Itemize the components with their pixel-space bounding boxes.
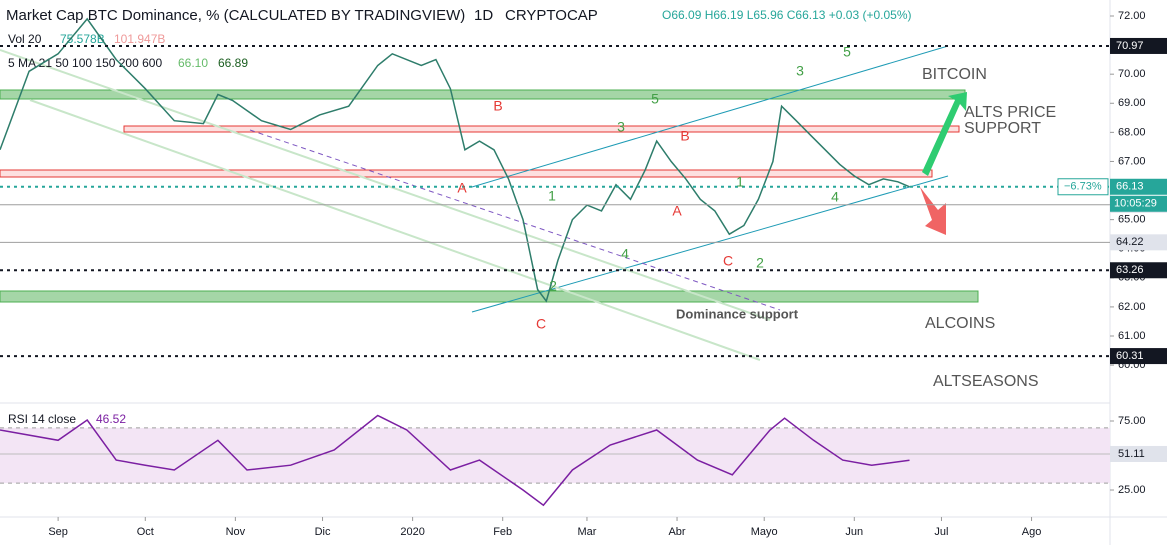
annotation: ALCOINS [925, 315, 995, 332]
wave-label: 4 [621, 246, 629, 262]
wave-label: 5 [843, 44, 851, 60]
price-box [1110, 37, 1167, 54]
vol-value: 101.947B [114, 32, 165, 46]
price-label: 66.13 [1116, 181, 1144, 193]
countdown: 10:05:29 [1114, 198, 1157, 210]
wave-label: B [493, 98, 502, 114]
change-label: −6.73% [1064, 181, 1102, 193]
rsi-title: RSI 14 close [8, 412, 76, 426]
rsi-band [0, 427, 1110, 484]
series-line [0, 414, 910, 507]
y-tick-label: 67.00 [1118, 155, 1146, 167]
countdown-box [1110, 195, 1167, 212]
wave-label: 3 [617, 119, 625, 135]
zone [0, 290, 979, 303]
trend [249, 129, 781, 311]
ma: 5 MA 21 50 100 150 200 600 [8, 56, 162, 70]
x-tick-label: Feb [493, 526, 512, 538]
x-tick-label: Dic [315, 526, 331, 538]
wave-label: A [672, 203, 682, 219]
level-box [1110, 445, 1167, 462]
x-tick-label: Sep [48, 526, 68, 538]
ma-value: 66.89 [218, 56, 248, 70]
wave-label: 2 [549, 278, 557, 294]
rsi-value: 46.52 [96, 412, 126, 426]
price-box [1110, 348, 1167, 365]
wave-label: 5 [651, 91, 659, 107]
ma-value: 66.10 [178, 56, 208, 70]
change-box [1057, 178, 1109, 196]
wave-label: C [536, 316, 546, 332]
channel [471, 175, 949, 313]
wave-label: 4 [831, 189, 839, 205]
vol: Vol 20 [8, 32, 42, 46]
y-tick-label: 70.00 [1118, 68, 1146, 80]
wave-label: 1 [548, 188, 556, 204]
x-tick-label: Ago [1022, 526, 1042, 538]
price-label: 70.97 [1116, 40, 1144, 52]
x-tick-label: Mar [577, 526, 596, 538]
trend [29, 99, 761, 361]
y-tick-label: 68.00 [1118, 126, 1146, 138]
wave-label: C [723, 253, 733, 269]
arrow-up [922, 92, 967, 176]
price-label: 64.22 [1116, 236, 1144, 248]
y-tick-label: 72.00 [1118, 10, 1146, 22]
trend [0, 49, 771, 321]
x-tick-label: Mayo [751, 526, 778, 538]
y-tick-label: 65.00 [1118, 214, 1146, 226]
y-tick-label: 69.00 [1118, 97, 1146, 109]
price-box [1110, 234, 1167, 251]
x-tick-label: Oct [137, 526, 154, 538]
x-tick-label: Jun [845, 526, 863, 538]
drawings [0, 45, 979, 361]
zone [0, 169, 933, 178]
zone [0, 89, 966, 100]
title: Market Cap BTC Dominance, % (CALCULATED … [6, 7, 465, 24]
price-box [1110, 178, 1167, 195]
arrow-down [920, 187, 946, 235]
y-tick-label: 75.00 [1118, 415, 1146, 427]
y-tick-label: 61.00 [1118, 330, 1146, 342]
x-tick-label: 2020 [400, 526, 424, 538]
wave-label: 3 [796, 63, 804, 79]
price-label: 63.26 [1116, 264, 1144, 276]
vol-value: 75.578B [60, 32, 105, 46]
x-tick-label: Nov [226, 526, 246, 538]
zone [123, 125, 960, 133]
price-box [1110, 262, 1167, 279]
x-tick-label: Abr [668, 526, 685, 538]
y-tick-label: 62.00 [1118, 301, 1146, 313]
annotation: BITCOIN [922, 66, 987, 83]
x-tick-label: Jul [934, 526, 948, 538]
price-label: 60.31 [1116, 350, 1144, 362]
annotation: ALTS PRICE SUPPORT [964, 104, 1056, 137]
level-label: 51.11 [1118, 448, 1145, 460]
interval: 1D [474, 7, 493, 24]
wave-label: 1 [736, 174, 744, 190]
series-line [0, 17, 910, 303]
y-tick-label: 25.00 [1118, 484, 1146, 496]
wave-label: B [680, 128, 689, 144]
ohlc: O66.09 H66.19 L65.96 C66.13 +0.03 (+0.05… [662, 8, 912, 22]
wave-label: A [457, 180, 467, 196]
exchange: CRYPTOCAP [505, 7, 598, 24]
annotation: ALTSEASONS [933, 373, 1039, 390]
wave-label: 2 [756, 255, 764, 271]
annotation: Dominance support [676, 306, 799, 321]
channel [471, 45, 949, 188]
